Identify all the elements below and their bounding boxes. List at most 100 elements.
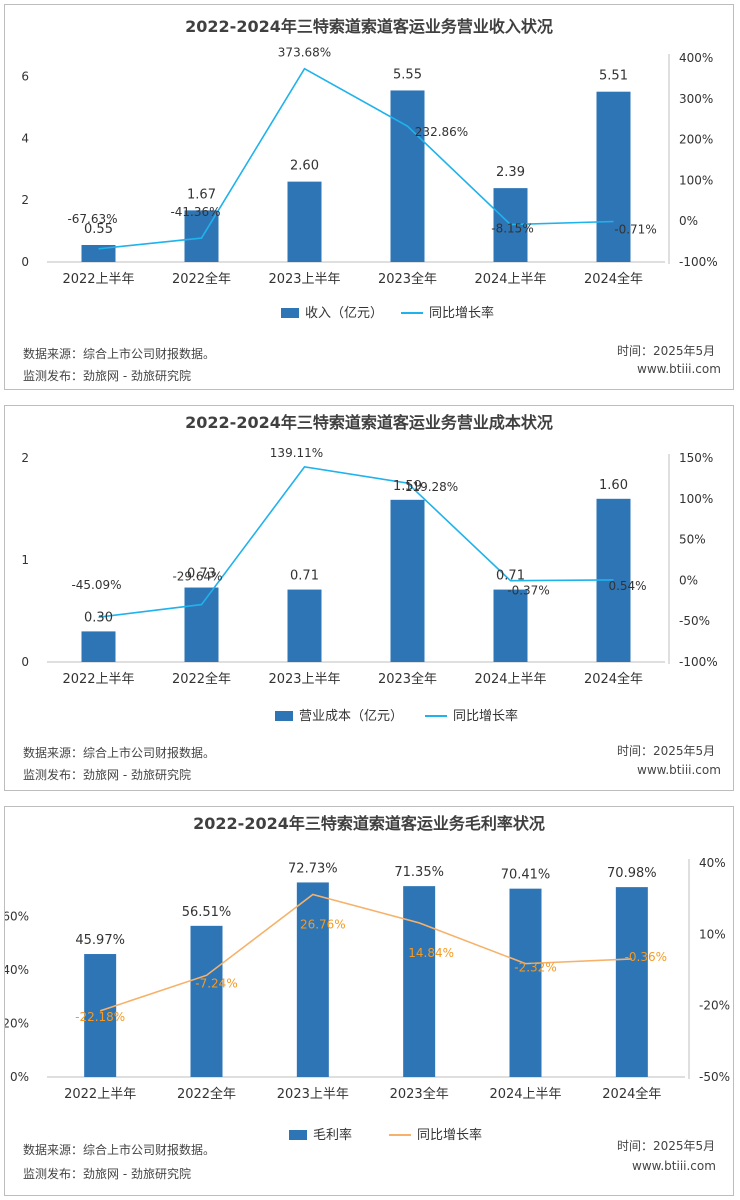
x-category-label: 2024全年 [584,271,643,287]
chart-title: 2022-2024年三特索道索道客运业务营业收入状况 [185,17,553,36]
x-category-label: 2023上半年 [277,1087,349,1102]
y-left-tick: 60% [5,910,29,924]
legend-bar-label: 收入（亿元） [305,306,383,321]
bar-value-label: 0.71 [496,569,525,584]
bar-value-label: 71.35% [394,865,444,880]
growth-value-label: -2.32% [514,961,556,975]
bar-value-label: 0.30 [84,610,113,625]
bar-value-label: 5.51 [599,69,628,84]
growth-value-label: 373.68% [278,46,331,60]
growth-value-label: -7.24% [195,976,237,990]
y-right-tick: 0% [679,214,698,228]
x-category-label: 2023全年 [390,1086,449,1102]
bar-value-label: 45.97% [75,933,125,948]
x-category-label: 2023全年 [378,271,437,287]
x-category-label: 2023上半年 [268,672,340,687]
growth-value-label: -22.18% [75,1010,125,1024]
x-category-label: 2022上半年 [62,672,134,687]
y-right-tick: -50% [699,1070,730,1084]
data-source: 数据来源：综合上市公司财报数据。 [23,746,216,760]
y-right-tick: 40% [699,856,726,870]
bar-value-label: 1.60 [599,478,628,493]
y-right-tick: 200% [679,133,713,147]
bar [390,90,425,262]
data-source: 数据来源：综合上市公司财报数据。 [23,1143,216,1157]
growth-value-label: 232.86% [415,125,468,139]
x-category-label: 2022全年 [172,671,231,687]
x-category-label: 2024上半年 [474,272,546,287]
cost-chart: 2022-2024年三特索道索道客运业务营业成本状况 0 1 2 150% 100% 50%… [21,413,717,724]
growth-value-label: -41.36% [170,205,220,219]
bar [390,499,425,662]
chart-title: 2022-2024年三特索道索道客运业务毛利率状况 [193,814,545,833]
growth-value-label: 26.76% [300,917,346,931]
bar-value-label: 1.67 [187,187,216,202]
y-right-tick: 0% [679,573,698,587]
site-url: www.btiii.com [637,362,721,376]
bar [509,888,542,1077]
bar [296,882,329,1077]
legend-bar-label: 毛利率 [313,1127,352,1143]
legend-bar-swatch [275,711,293,721]
cost-chart-panel: 2022-2024年三特索道索道客运业务营业成本状况 0 1 2 150% 100% 50%… [4,405,734,791]
y-right-tick: 400% [679,51,713,65]
bar [403,886,436,1077]
growth-value-label: -0.37% [507,584,549,598]
growth-line [98,67,614,250]
bar [184,587,219,662]
growth-value-label: 14.84% [408,946,454,960]
y-left-tick: 0 [21,655,29,669]
growth-value-label: -8.15% [491,222,533,236]
x-category-label: 2023全年 [378,671,437,687]
bar-value-label: 2.60 [290,159,319,174]
y-right-tick: -100% [679,255,718,269]
growth-value-label: -0.71% [614,222,656,236]
x-category-label: 2022全年 [172,271,231,287]
publisher: 监测发布：劲旅网 - 劲旅研究院 [23,1167,191,1181]
publisher: 监测发布：劲旅网 - 劲旅研究院 [23,768,191,782]
margin-chart: 2022-2024年三特索道索道客运业务毛利率状况 0% 20% 40% 60% 40% 1… [5,814,730,1143]
legend-line-label: 同比增长率 [429,305,494,321]
time-label: 时间：2025年5月 [617,744,716,758]
y-right-tick: 10% [699,927,726,941]
bar [84,954,117,1077]
y-right-tick: -50% [679,614,710,628]
x-category-label: 2022上半年 [62,272,134,287]
growth-value-label: -67.63% [67,212,117,226]
growth-value-label: -45.09% [71,578,121,592]
x-category-label: 2024全年 [584,671,643,687]
bar-value-label: 56.51% [182,905,232,920]
x-category-label: 2022全年 [177,1086,236,1102]
y-left-tick: 0% [10,1070,29,1084]
bar-value-label: 70.41% [501,868,551,883]
revenue-chart-panel: 2022-2024年三特索道索道客运业务营业收入状况 0 2 4 6 400% 300% 20… [4,4,734,390]
y-left-tick: 1 [21,553,29,567]
x-category-label: 2024上半年 [474,672,546,687]
x-category-label: 2023上半年 [268,272,340,287]
growth-value-label: 139.11% [270,446,323,460]
bar-value-label: 72.73% [288,861,338,876]
bar [615,887,648,1077]
bar-value-label: 5.55 [393,67,422,82]
y-right-tick: -20% [699,999,730,1013]
bar [287,589,322,662]
y-left-tick: 2 [21,193,29,207]
growth-line [99,893,632,1012]
y-right-tick: 50% [679,533,706,547]
y-left-tick: 2 [21,451,29,465]
y-right-tick: 100% [679,173,713,187]
bar-value-label: 2.39 [496,165,525,180]
margin-chart-panel: 2022-2024年三特索道索道客运业务毛利率状况 0% 20% 40% 60% 40% 1… [4,806,734,1196]
bar [81,631,116,662]
bar [81,245,116,262]
y-right-tick: 150% [679,451,713,465]
bar [493,589,528,662]
bar [596,91,631,262]
legend-bar-swatch [289,1130,307,1140]
x-category-label: 2022上半年 [64,1087,136,1102]
y-right-tick: 300% [679,92,713,106]
y-left-tick: 6 [21,70,29,84]
growth-value-label: 119.28% [405,480,458,494]
bar [287,181,322,262]
y-right-tick: 100% [679,492,713,506]
